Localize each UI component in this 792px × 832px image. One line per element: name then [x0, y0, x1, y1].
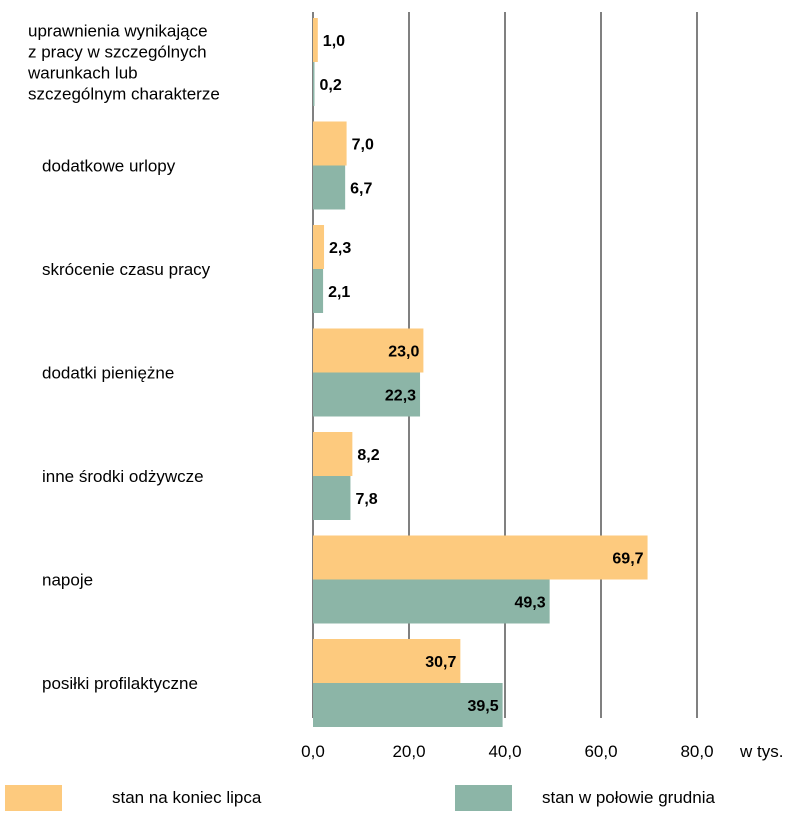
data-label-0-3: 23,0: [388, 344, 419, 361]
legend-item-lipiec: stan na koniec lipca: [5, 785, 261, 811]
data-label-1-5: 49,3: [514, 595, 545, 612]
legend-swatch-grudzien: [455, 785, 512, 811]
category-label-2: skrócenie czasu pracy: [42, 260, 211, 279]
bar-1-4: [313, 476, 351, 520]
bar-1-0: [313, 62, 315, 106]
category-label-0-line-2: warunkach lub: [27, 64, 138, 83]
bar-1-3: [313, 372, 421, 417]
category-label-6: posiłki profilaktyczne: [42, 674, 198, 693]
bar-1-6: [313, 683, 503, 727]
data-label-1-1: 6,7: [350, 181, 372, 198]
data-label-1-2: 2,1: [328, 284, 350, 301]
bar-0-4: [313, 432, 353, 476]
x-axis-ticks: 0,0 20,0 40,0 60,0 80,0: [301, 742, 713, 761]
legend-label-grudzien: stan w połowie grudnia: [542, 788, 715, 807]
category-label-3-line-0: dodatki pieniężne: [42, 364, 174, 383]
category-label-0-line-0: uprawnienia wynikające: [28, 22, 208, 41]
category-label-5-line-0: napoje: [42, 571, 93, 590]
category-label-6-line-0: posiłki profilaktyczne: [42, 674, 198, 693]
category-label-5: napoje: [42, 571, 93, 590]
bar-0-3: [313, 328, 424, 373]
x-tick-label-1: 20,0: [392, 742, 425, 761]
bar-0-6: [313, 639, 461, 683]
data-label-0-1: 7,0: [352, 137, 374, 154]
bars: 1,0 0,2 7,0 6,7 2,3 2,1 23,0 22,3 8,2 7,8 69,7 49,3…: [313, 18, 648, 727]
x-tick-label-4: 80,0: [680, 742, 713, 761]
bar-0-1: [313, 121, 347, 166]
x-tick-label-0: 0,0: [301, 742, 325, 761]
data-label-0-5: 69,7: [612, 551, 643, 568]
category-label-1: dodatkowe urlopy: [42, 157, 176, 176]
bar-0-2: [313, 225, 325, 269]
x-tick-label-2: 40,0: [488, 742, 521, 761]
legend-label-lipiec: stan na koniec lipca: [112, 788, 262, 807]
data-label-1-0: 0,2: [320, 77, 342, 94]
bar-1-5: [313, 579, 550, 624]
category-label-0-line-3: szczególnym charakterze: [28, 85, 220, 104]
data-label-1-4: 7,8: [355, 491, 377, 508]
data-label-0-2: 2,3: [329, 240, 351, 257]
category-label-0: uprawnienia wynikające z pracy w szczegól…: [27, 22, 220, 104]
legend-item-grudzien: stan w połowie grudnia: [455, 785, 715, 811]
bar-1-1: [313, 165, 346, 210]
category-label-3: dodatki pieniężne: [42, 364, 174, 383]
data-label-0-6: 30,7: [425, 654, 456, 671]
category-labels: uprawnienia wynikające z pracy w szczegól…: [27, 22, 220, 694]
data-label-0-4: 8,2: [357, 447, 379, 464]
bar-1-2: [313, 269, 324, 313]
legend-swatch-lipiec: [5, 785, 62, 811]
category-label-2-line-0: skrócenie czasu pracy: [42, 260, 211, 279]
bar-0-5: [313, 535, 648, 580]
data-label-1-3: 22,3: [385, 388, 416, 405]
category-label-1-line-0: dodatkowe urlopy: [42, 157, 176, 176]
category-label-4: inne środki odżywcze: [42, 467, 204, 486]
x-tick-label-3: 60,0: [584, 742, 617, 761]
data-label-0-0: 1,0: [323, 33, 345, 50]
bar-0-0: [313, 18, 318, 62]
data-label-1-6: 39,5: [467, 698, 498, 715]
category-label-0-line-1: z pracy w szczególnych: [28, 43, 207, 62]
x-axis-label: w tys.: [739, 742, 783, 761]
category-label-4-line-0: inne środki odżywcze: [42, 467, 204, 486]
